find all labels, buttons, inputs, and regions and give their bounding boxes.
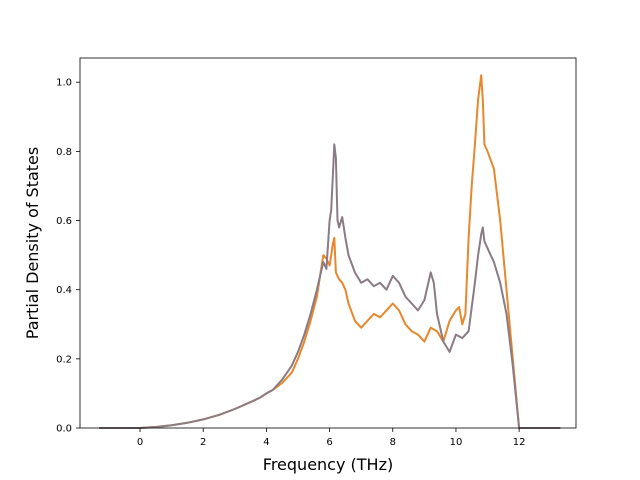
series-line-2 [99,143,561,429]
y-tick-label: 1.0 [56,78,72,89]
x-tick-label: 6 [326,437,332,448]
axes-frame [79,57,577,429]
axes-layer [79,57,577,429]
series-layer [99,74,561,429]
y-tick-label: 0.0 [56,424,72,435]
x-axis-ticks: 0 2 4 6 8 10 12 [137,428,526,448]
y-tick-label: 0.8 [56,147,72,158]
x-tick-label: 10 [450,437,463,448]
y-tick-label: 0.6 [56,216,72,227]
y-axis-label: Partial Density of States [23,147,42,339]
y-tick-label: 0.2 [56,354,72,365]
y-tick-label: 0.4 [56,285,72,296]
x-tick-label: 8 [390,437,396,448]
x-axis-label: Frequency (THz) [263,455,393,474]
x-tick-label: 12 [513,437,526,448]
x-tick-label: 0 [137,437,143,448]
x-tick-label: 4 [263,437,269,448]
x-tick-label: 2 [200,437,206,448]
y-axis-ticks: 0.0 0.2 0.4 0.6 0.8 1.0 [56,78,80,435]
